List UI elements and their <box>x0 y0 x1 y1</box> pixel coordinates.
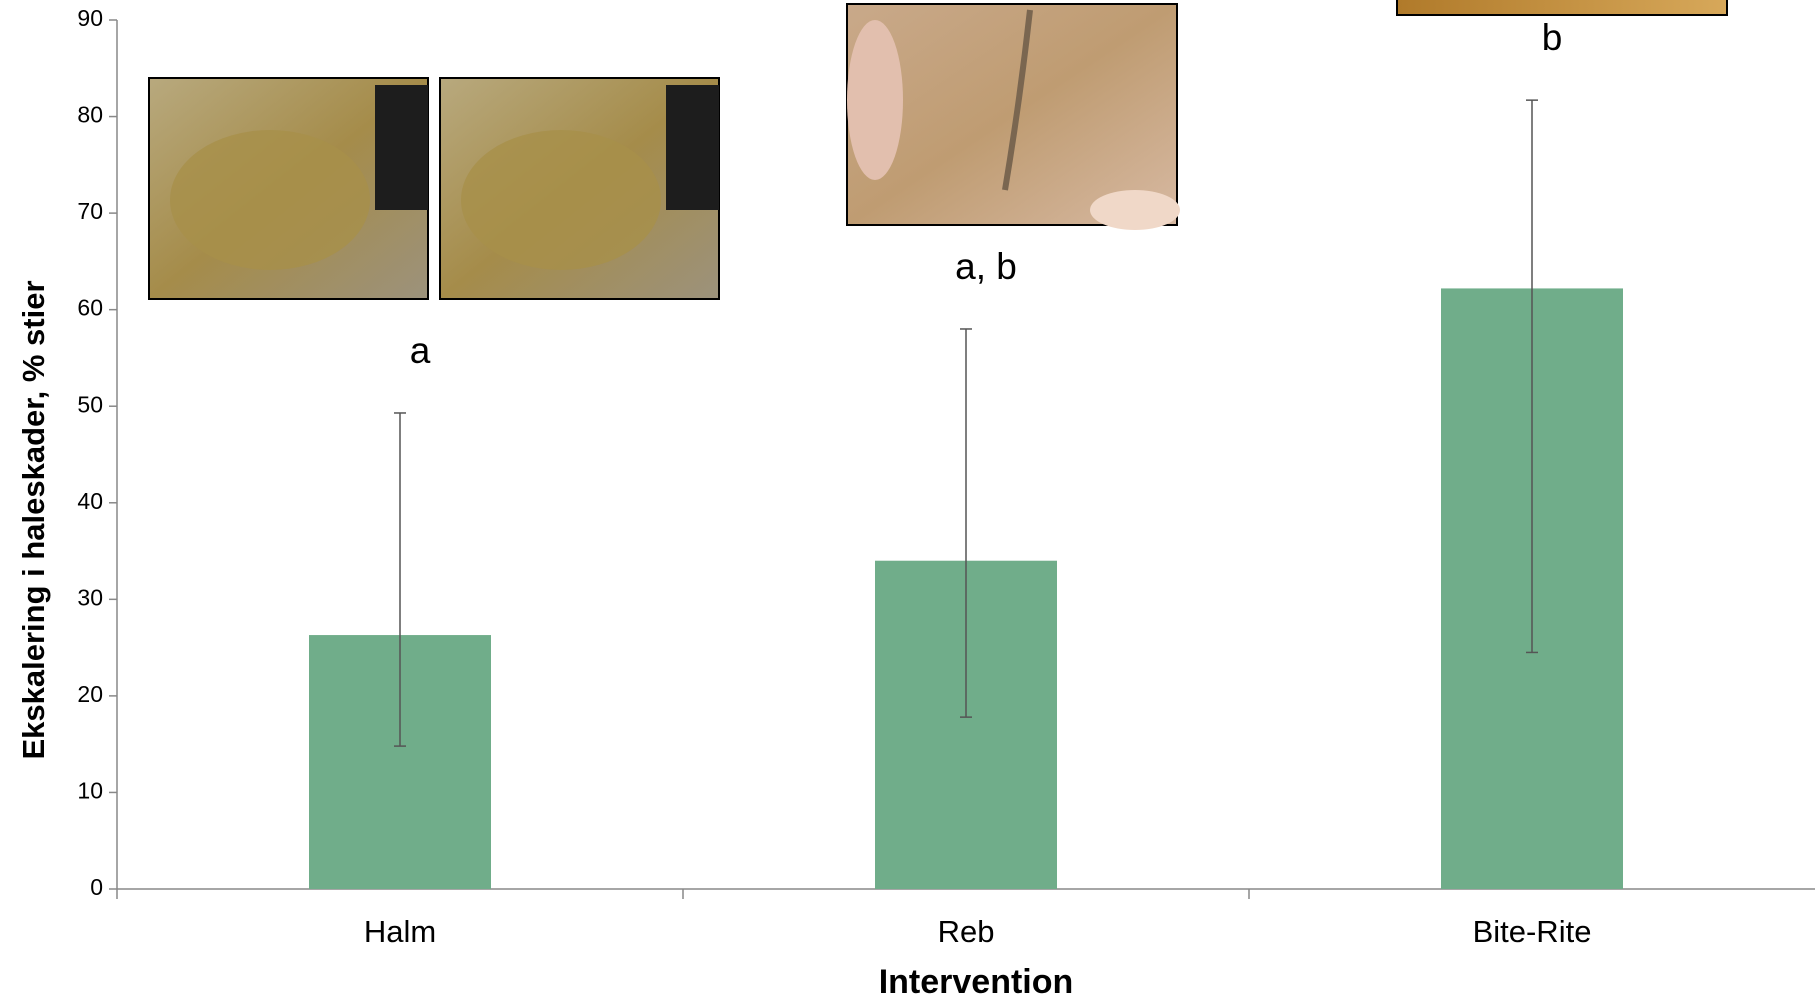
y-tick-label: 60 <box>77 295 103 321</box>
photo-halm-1 <box>148 77 429 300</box>
y-tick-label: 20 <box>77 681 103 707</box>
y-tick-label: 90 <box>77 5 103 31</box>
significance-letter: a, b <box>955 246 1017 287</box>
x-tick-label: Halm <box>364 914 436 949</box>
photo-halm-2 <box>439 77 720 300</box>
significance-letter: a <box>410 330 431 371</box>
x-tick-label: Bite-Rite <box>1473 914 1592 949</box>
y-tick-label: 40 <box>77 488 103 514</box>
y-tick-label: 70 <box>77 198 103 224</box>
x-axis-title: Intervention <box>879 963 1074 1001</box>
photo-reb <box>846 3 1180 230</box>
y-tick-label: 30 <box>77 584 103 610</box>
y-tick-label: 10 <box>77 778 103 804</box>
y-tick-label: 0 <box>90 874 103 900</box>
significance-letter: b <box>1542 17 1563 58</box>
y-tick-label: 80 <box>77 102 103 128</box>
y-tick-label: 50 <box>77 391 103 417</box>
y-axis-title: Ekskalering i haleskader, % stier <box>16 280 51 759</box>
photo-bite-rite <box>1396 0 1728 16</box>
x-tick-label: Reb <box>938 914 995 949</box>
